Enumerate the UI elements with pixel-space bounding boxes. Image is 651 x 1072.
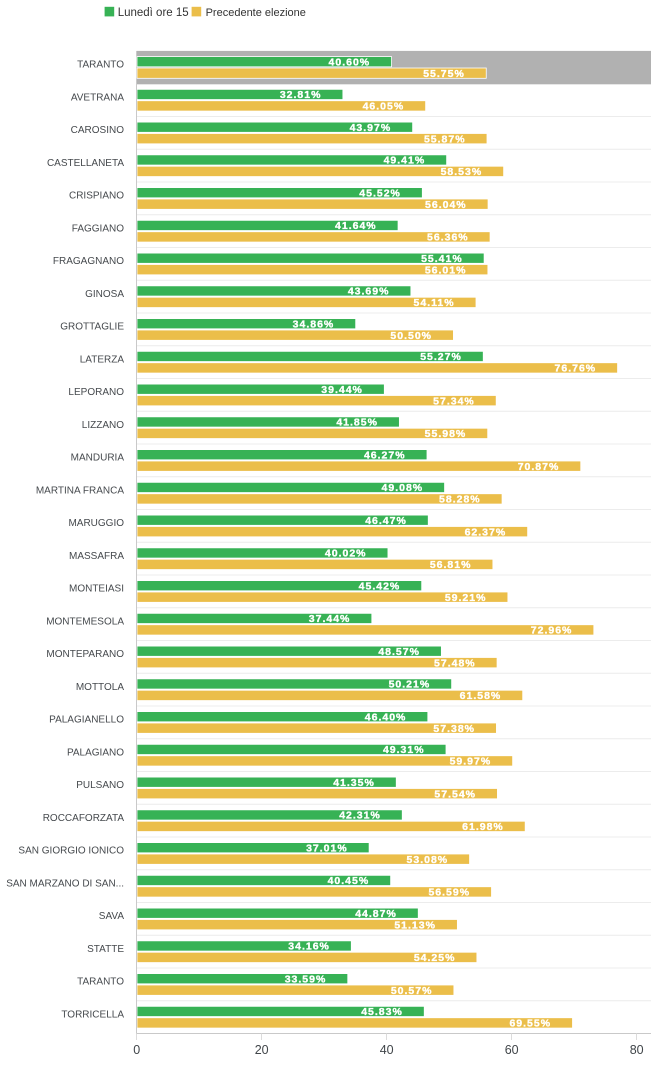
svg-text:56.36%: 56.36% bbox=[427, 232, 469, 244]
svg-text:CRISPIANO: CRISPIANO bbox=[69, 191, 124, 202]
svg-text:GINOSA: GINOSA bbox=[85, 289, 124, 300]
svg-text:46.27%: 46.27% bbox=[364, 449, 406, 461]
svg-text:57.38%: 57.38% bbox=[433, 723, 475, 735]
svg-text:GROTTAGLIE: GROTTAGLIE bbox=[60, 322, 124, 333]
svg-text:76.76%: 76.76% bbox=[555, 363, 597, 375]
svg-text:34.16%: 34.16% bbox=[288, 941, 330, 953]
svg-text:41.85%: 41.85% bbox=[336, 417, 378, 429]
svg-text:FAGGIANO: FAGGIANO bbox=[72, 223, 124, 234]
svg-text:55.87%: 55.87% bbox=[424, 133, 466, 145]
svg-text:46.47%: 46.47% bbox=[365, 515, 407, 527]
svg-text:57.48%: 57.48% bbox=[434, 657, 476, 669]
svg-text:51.13%: 51.13% bbox=[394, 919, 436, 931]
svg-text:SAN GIORGIO IONICO: SAN GIORGIO IONICO bbox=[18, 846, 124, 857]
svg-text:50.21%: 50.21% bbox=[389, 679, 431, 691]
svg-text:MANDURIA: MANDURIA bbox=[71, 453, 125, 464]
svg-text:41.35%: 41.35% bbox=[333, 777, 375, 789]
svg-text:32.81%: 32.81% bbox=[280, 89, 322, 101]
svg-text:49.08%: 49.08% bbox=[382, 482, 424, 494]
svg-text:59.97%: 59.97% bbox=[450, 756, 492, 768]
svg-text:MARTINA FRANCA: MARTINA FRANCA bbox=[36, 485, 124, 496]
svg-text:46.05%: 46.05% bbox=[363, 101, 405, 113]
svg-text:61.58%: 61.58% bbox=[460, 690, 502, 702]
svg-text:45.42%: 45.42% bbox=[359, 580, 401, 592]
svg-text:55.75%: 55.75% bbox=[423, 68, 465, 80]
svg-text:60: 60 bbox=[505, 1043, 519, 1057]
svg-text:62.37%: 62.37% bbox=[465, 526, 507, 538]
svg-text:ROCCAFORZATA: ROCCAFORZATA bbox=[43, 813, 125, 824]
svg-text:70.87%: 70.87% bbox=[518, 461, 560, 473]
svg-text:55.98%: 55.98% bbox=[425, 428, 467, 440]
svg-text:MONTEPARANO: MONTEPARANO bbox=[46, 649, 124, 660]
svg-text:46.40%: 46.40% bbox=[365, 711, 407, 723]
svg-text:56.59%: 56.59% bbox=[428, 887, 470, 899]
svg-text:40.02%: 40.02% bbox=[325, 548, 367, 560]
svg-text:Lunedì ore 15: Lunedì ore 15 bbox=[118, 7, 189, 19]
svg-text:37.44%: 37.44% bbox=[309, 613, 351, 625]
svg-text:55.41%: 55.41% bbox=[421, 253, 463, 265]
svg-text:LIZZANO: LIZZANO bbox=[82, 420, 124, 431]
svg-text:PULSANO: PULSANO bbox=[76, 780, 124, 791]
svg-text:20: 20 bbox=[255, 1043, 269, 1057]
svg-text:PALAGIANELLO: PALAGIANELLO bbox=[49, 715, 124, 726]
svg-text:MOTTOLA: MOTTOLA bbox=[76, 682, 124, 693]
svg-text:37.01%: 37.01% bbox=[306, 842, 348, 854]
svg-text:FRAGAGNANO: FRAGAGNANO bbox=[53, 256, 124, 267]
svg-text:MONTEIASI: MONTEIASI bbox=[69, 584, 124, 595]
svg-text:44.87%: 44.87% bbox=[355, 908, 397, 920]
svg-text:58.28%: 58.28% bbox=[439, 494, 481, 506]
svg-text:CAROSINO: CAROSINO bbox=[71, 125, 125, 136]
svg-text:CASTELLANETA: CASTELLANETA bbox=[47, 158, 124, 169]
svg-text:STATTE: STATTE bbox=[87, 944, 124, 955]
svg-text:59.21%: 59.21% bbox=[445, 592, 487, 604]
svg-text:50.50%: 50.50% bbox=[390, 330, 432, 342]
svg-text:40: 40 bbox=[380, 1043, 394, 1057]
svg-text:40.45%: 40.45% bbox=[328, 875, 370, 887]
svg-text:MONTEMESOLA: MONTEMESOLA bbox=[46, 616, 124, 627]
svg-text:LATERZA: LATERZA bbox=[80, 354, 125, 365]
svg-text:50.57%: 50.57% bbox=[391, 985, 433, 997]
svg-text:43.97%: 43.97% bbox=[350, 122, 392, 134]
svg-text:55.27%: 55.27% bbox=[420, 351, 462, 363]
svg-text:56.04%: 56.04% bbox=[425, 199, 467, 211]
svg-text:TARANTO: TARANTO bbox=[77, 977, 124, 988]
svg-text:AVETRANA: AVETRANA bbox=[71, 92, 124, 103]
svg-text:SAVA: SAVA bbox=[99, 911, 125, 922]
svg-text:42.31%: 42.31% bbox=[339, 810, 381, 822]
svg-text:0: 0 bbox=[133, 1043, 140, 1057]
svg-text:33.59%: 33.59% bbox=[285, 973, 327, 985]
svg-text:53.08%: 53.08% bbox=[407, 854, 449, 866]
svg-text:41.64%: 41.64% bbox=[335, 220, 377, 232]
svg-text:MARUGGIO: MARUGGIO bbox=[68, 518, 124, 529]
svg-text:40.60%: 40.60% bbox=[329, 56, 371, 68]
svg-text:43.69%: 43.69% bbox=[348, 286, 390, 298]
svg-text:SAN MARZANO DI SAN...: SAN MARZANO DI SAN... bbox=[6, 878, 124, 889]
svg-text:PALAGIANO: PALAGIANO bbox=[67, 747, 124, 758]
svg-text:72.96%: 72.96% bbox=[531, 625, 573, 637]
svg-text:58.53%: 58.53% bbox=[441, 166, 483, 178]
svg-text:56.81%: 56.81% bbox=[430, 559, 472, 571]
svg-text:45.83%: 45.83% bbox=[361, 1006, 403, 1018]
svg-text:49.31%: 49.31% bbox=[383, 744, 425, 756]
svg-text:45.52%: 45.52% bbox=[359, 187, 401, 199]
svg-text:57.54%: 57.54% bbox=[434, 788, 476, 800]
svg-text:TORRICELLA: TORRICELLA bbox=[61, 1009, 124, 1020]
svg-text:TARANTO: TARANTO bbox=[77, 60, 124, 71]
svg-text:39.44%: 39.44% bbox=[321, 384, 363, 396]
svg-text:48.57%: 48.57% bbox=[378, 646, 420, 658]
svg-text:54.11%: 54.11% bbox=[414, 297, 455, 309]
svg-text:34.86%: 34.86% bbox=[293, 318, 335, 330]
svg-text:56.01%: 56.01% bbox=[425, 264, 467, 276]
svg-text:69.55%: 69.55% bbox=[509, 1018, 551, 1030]
svg-text:MASSAFRA: MASSAFRA bbox=[69, 551, 124, 562]
svg-text:57.34%: 57.34% bbox=[433, 395, 475, 407]
svg-text:54.25%: 54.25% bbox=[414, 952, 456, 964]
svg-text:LEPORANO: LEPORANO bbox=[68, 387, 124, 398]
svg-text:80: 80 bbox=[630, 1043, 644, 1057]
svg-text:49.41%: 49.41% bbox=[384, 155, 426, 167]
svg-text:61.98%: 61.98% bbox=[462, 821, 504, 833]
svg-text:Precedente elezione: Precedente elezione bbox=[206, 7, 306, 19]
